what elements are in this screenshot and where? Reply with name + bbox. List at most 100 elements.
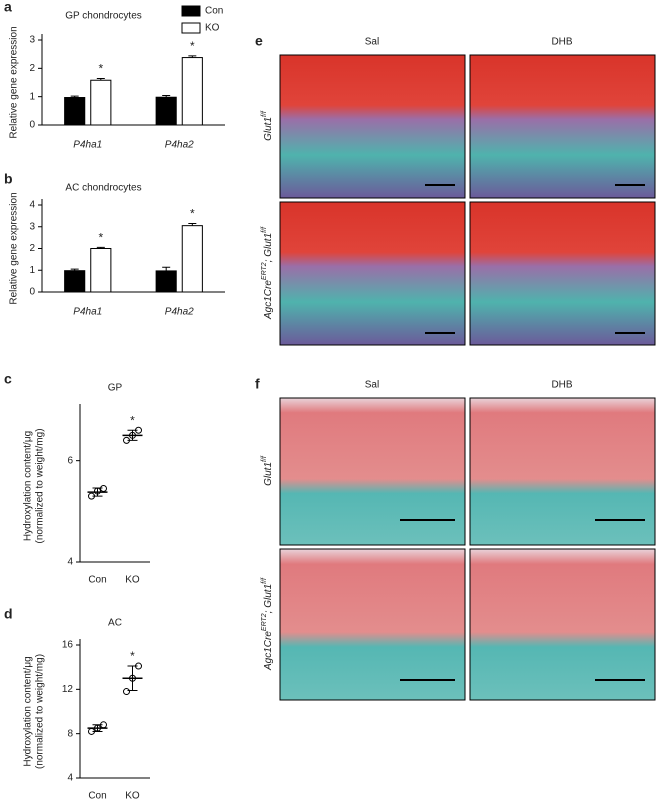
row-label: Agc1CreERT2; Glut1f/f <box>261 577 273 671</box>
error-bar <box>70 95 79 98</box>
y-axis-label: Hydroxylation content/μg <box>23 431 34 541</box>
significance: * <box>190 39 195 53</box>
row-label-part: Agc1Cre <box>263 280 274 320</box>
error-bar <box>162 266 171 271</box>
significance: * <box>98 231 103 245</box>
data-point <box>135 426 142 434</box>
row-label-part: ; Glut1 <box>263 584 274 613</box>
bar <box>181 225 203 293</box>
legend-swatch <box>181 5 201 17</box>
image <box>469 548 656 701</box>
image <box>469 54 656 199</box>
image <box>469 397 656 546</box>
bar <box>90 79 112 126</box>
error-bar <box>96 78 105 81</box>
data-point <box>88 492 95 500</box>
row-label-part: Agc1Cre <box>263 631 274 671</box>
row-label: Glut1f/f <box>261 110 273 141</box>
significance: * <box>130 413 135 427</box>
panel-label: c <box>4 371 12 387</box>
y-tick-label: 12 <box>62 684 74 695</box>
y-axis-label: Relative gene expression <box>9 192 20 304</box>
chart-title: GP chondrocytes <box>65 11 142 22</box>
bar <box>64 97 86 126</box>
chart-title: GP <box>108 383 123 394</box>
bar <box>155 270 177 293</box>
legend-label: Con <box>205 6 223 17</box>
y-axis-label: (normalized to weight/mg) <box>35 428 46 543</box>
data-point <box>129 674 136 682</box>
panel-label: a <box>4 0 12 15</box>
error-bar <box>188 55 197 58</box>
row-label-part: ERT2 <box>261 613 268 631</box>
x-tick-label: KO <box>125 575 140 586</box>
y-tick-label: 4 <box>29 200 35 211</box>
x-tick-label: Con <box>88 575 106 586</box>
data-point <box>100 485 107 493</box>
panel-label: d <box>4 606 13 622</box>
row-label-part: f/f <box>261 226 268 233</box>
histology-images <box>279 54 656 701</box>
y-tick-label: 6 <box>67 455 73 466</box>
error-bar <box>188 222 197 226</box>
y-tick-label: 0 <box>29 287 35 298</box>
data-point <box>100 721 107 729</box>
significance: * <box>130 649 135 663</box>
significance: * <box>98 62 103 76</box>
row-label: Agc1CreERT2; Glut1f/f <box>261 226 273 320</box>
row-label-part: ; Glut1 <box>263 233 274 262</box>
x-tick-label: P4ha2 <box>165 307 194 318</box>
panel-label: b <box>4 171 13 187</box>
legend-label: KO <box>205 23 220 34</box>
chart-title: AC chondrocytes <box>65 183 141 194</box>
data-point <box>88 727 95 735</box>
legend-swatch <box>181 22 201 34</box>
y-tick-label: 8 <box>67 728 73 739</box>
y-tick-label: 3 <box>29 221 35 232</box>
data-point <box>94 724 101 732</box>
x-tick-label: P4ha2 <box>165 140 194 151</box>
data-point <box>94 487 101 495</box>
row-label-part: Glut1 <box>263 462 274 486</box>
image <box>279 397 466 546</box>
y-axis-label: (normalized to weight/mg) <box>35 654 46 769</box>
row-label-part: f/f <box>261 455 268 462</box>
y-tick-label: 4 <box>67 773 73 784</box>
error-bar <box>162 95 171 98</box>
image <box>469 201 656 346</box>
y-tick-label: 2 <box>29 243 35 254</box>
row-label-part: f/f <box>261 110 268 117</box>
y-tick-label: 1 <box>29 91 35 102</box>
chart-title: AC <box>108 618 122 629</box>
y-tick-label: 2 <box>29 63 35 74</box>
data-point <box>135 662 142 670</box>
bar <box>181 57 203 126</box>
image <box>279 201 466 346</box>
image <box>279 548 466 701</box>
y-tick-label: 0 <box>29 120 35 131</box>
data-point <box>123 688 130 696</box>
row-label-part: Glut1 <box>263 117 274 141</box>
x-tick-label: Con <box>88 791 106 801</box>
column-label: DHB <box>551 380 572 391</box>
x-tick-label: P4ha1 <box>73 140 102 151</box>
y-axis-label: Hydroxylation content/μg <box>23 656 34 766</box>
column-label: Sal <box>365 380 379 391</box>
error-bar <box>96 246 105 249</box>
panel-label: f <box>255 376 260 392</box>
y-tick-label: 1 <box>29 265 35 276</box>
y-axis-label: Relative gene expression <box>9 26 20 138</box>
image <box>279 54 466 199</box>
y-tick-label: 3 <box>29 35 35 46</box>
row-label-part: f/f <box>261 577 268 584</box>
y-tick-label: 4 <box>67 557 73 568</box>
error-bar <box>70 268 79 271</box>
y-tick-label: 16 <box>62 640 74 651</box>
row-label-part: ERT2 <box>261 262 268 280</box>
panel-label: e <box>255 33 263 49</box>
bar <box>155 96 177 126</box>
data-point <box>123 436 130 444</box>
row-label: Glut1f/f <box>261 455 273 486</box>
bar <box>90 248 112 293</box>
